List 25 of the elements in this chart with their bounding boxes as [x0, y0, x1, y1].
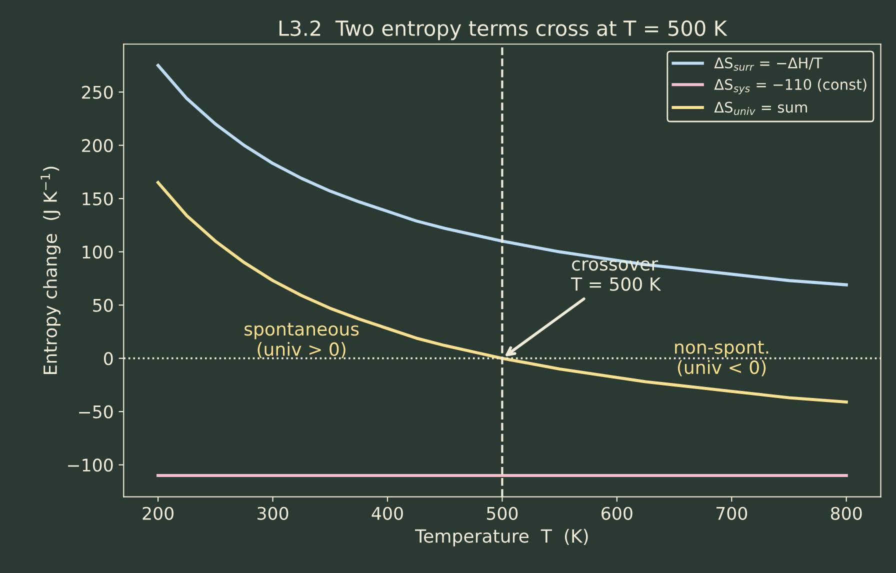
x-tick-label: 500 — [486, 506, 518, 520]
x-axis-title: Temperature T (K) — [415, 528, 588, 546]
y-tick-label: 200 — [82, 139, 113, 152]
x-tick-label: 200 — [142, 506, 174, 520]
y-tick-label: 100 — [82, 246, 113, 259]
x-tick-label: 300 — [258, 506, 288, 520]
x-tick-label: 400 — [372, 506, 403, 520]
y-tick-label: 150 — [82, 192, 113, 206]
annotation: crossover T = 500 K — [570, 260, 662, 291]
annotation: non-spont. (univ < 0) — [675, 340, 768, 376]
y-tick-label: −50 — [79, 405, 113, 418]
x-tick-label: 700 — [716, 506, 748, 520]
line-series — [156, 181, 848, 404]
chart-title: L3.2 Two entropy terms cross at T = 500 K — [280, 20, 728, 40]
legend-label: ΔS$_{sys}$ = −110 (const) — [714, 78, 866, 94]
y-tick-label: −100 — [68, 458, 113, 472]
y-axis-title: Entropy change (J K$^{−1}$) — [40, 166, 61, 374]
x-tick-label: 600 — [602, 506, 632, 520]
annotation: spontaneous (univ > 0) — [244, 322, 359, 358]
y-tick-label: 250 — [82, 86, 113, 99]
y-tick-label: 0 — [104, 352, 113, 366]
x-tick-label: 800 — [830, 506, 862, 520]
y-tick-label: 50 — [93, 298, 113, 312]
legend-label: ΔS$_{univ}$ = sum — [714, 102, 807, 116]
legend-label: ΔS$_{surr}$ = −ΔH/T — [714, 57, 823, 71]
